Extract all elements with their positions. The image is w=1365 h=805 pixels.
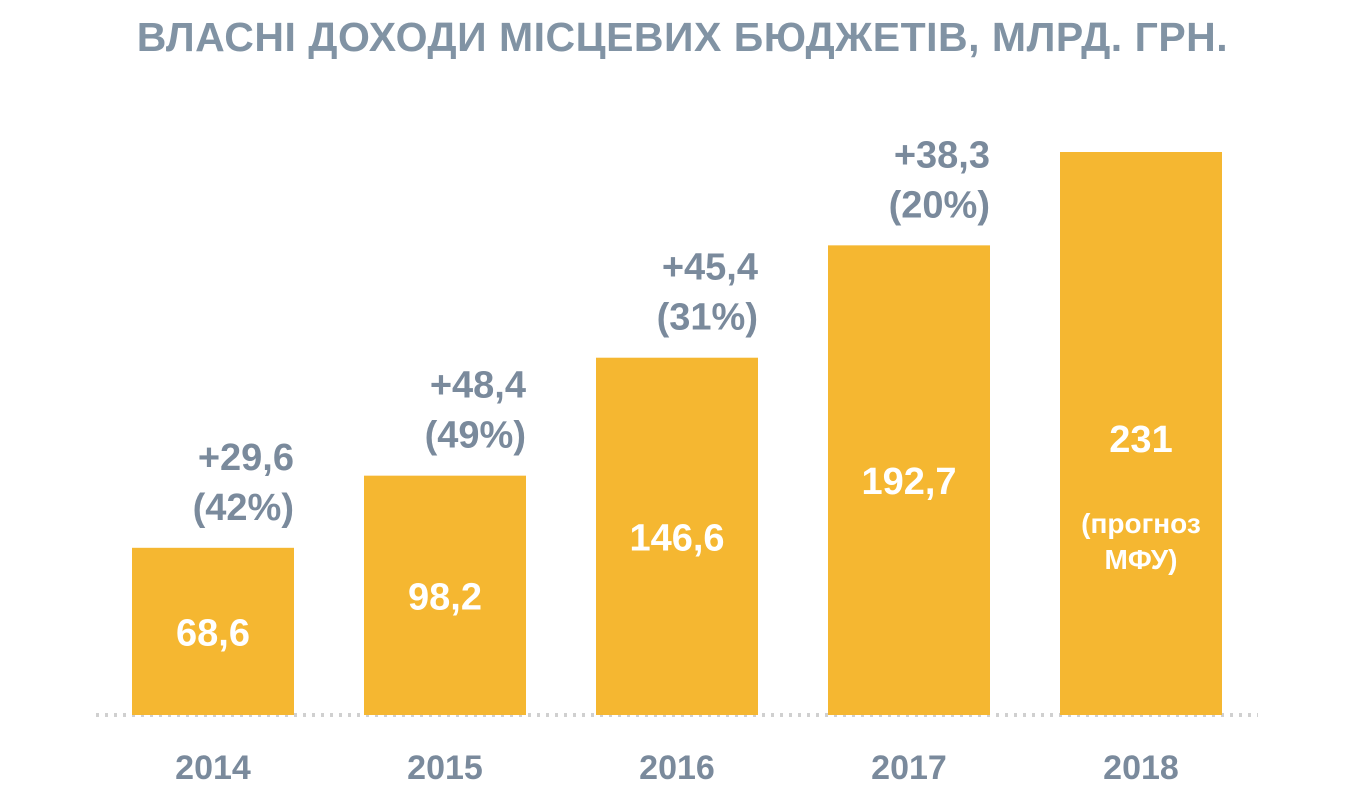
bar-2016 [596, 357, 758, 715]
growth-absolute-label: +29,6 [198, 437, 294, 479]
bar-value-label: 146,6 [629, 517, 724, 559]
chart-title: ВЛАСНІ ДОХОДИ МІСЦЕВИХ БЮДЖЕТІВ, МЛРД. Г… [136, 14, 1229, 60]
growth-percent-label: (49%) [425, 415, 526, 457]
bar-2014 [132, 547, 294, 715]
bar-note-label: МФУ) [1105, 544, 1178, 575]
bar-2018 [1060, 152, 1222, 715]
growth-absolute-label: +45,4 [662, 247, 758, 289]
growth-absolute-label: +48,4 [430, 365, 526, 407]
growth-percent-label: (31%) [657, 297, 758, 339]
x-tick-label: 2018 [1103, 749, 1179, 787]
bar-2017 [828, 245, 990, 715]
x-tick-label: 2014 [175, 749, 251, 787]
bar-note-label: (прогноз [1081, 508, 1201, 539]
x-tick-label: 2016 [639, 749, 715, 787]
bar-value-label: 231 [1109, 419, 1172, 461]
x-tick-label: 2017 [871, 749, 947, 787]
bar-value-label: 192,7 [861, 461, 956, 503]
bar-value-label: 98,2 [408, 576, 482, 618]
growth-percent-label: (20%) [889, 184, 990, 226]
growth-absolute-label: +38,3 [894, 134, 990, 176]
bars-group [132, 152, 1222, 715]
x-tick-label: 2015 [407, 749, 483, 787]
labels-group: 68,6 +29,6 (42%) 2014 98,2 +48,4 (49%) 2015 146,… [175, 134, 1201, 787]
bar-value-label: 68,6 [176, 612, 250, 654]
bar-2015 [364, 475, 526, 715]
growth-percent-label: (42%) [193, 487, 294, 529]
